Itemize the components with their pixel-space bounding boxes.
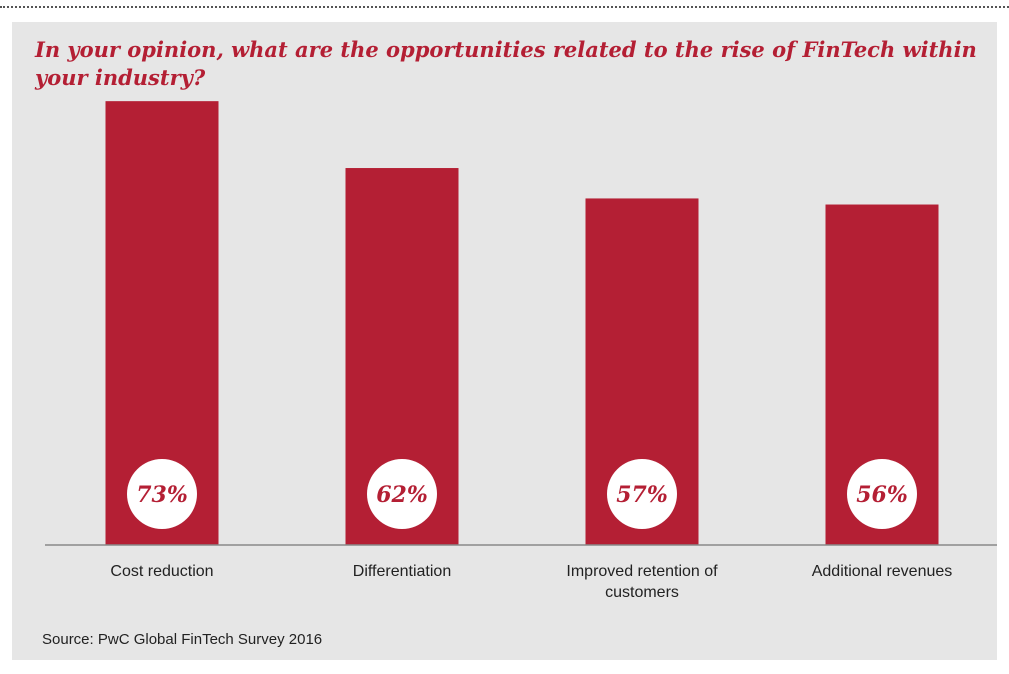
category-label-1: Cost reduction: [110, 563, 213, 580]
value-label-3: 57%: [616, 482, 668, 508]
source-note: Source: PwC Global FinTech Survey 2016: [42, 631, 323, 648]
value-label-4: 56%: [856, 482, 908, 508]
bar-chart: 73% 62% 57% 56% Cost reduction Differentiati…: [45, 101, 997, 601]
value-label-1: 73%: [136, 482, 188, 508]
category-label-3-line-1: Improved retention of: [566, 563, 718, 580]
dotted-divider: [0, 6, 1009, 8]
value-label-2: 62%: [376, 482, 428, 508]
value-badge-2: [367, 459, 437, 529]
chart-title: In your opinion, what are the opportunit…: [35, 37, 977, 90]
chart-panel: In your opinion, what are the opportunit…: [12, 22, 997, 660]
category-label-2: Differentiation: [353, 563, 451, 580]
value-badge-3: [607, 459, 677, 529]
value-badge-4: [847, 459, 917, 529]
value-badge-1: [127, 459, 197, 529]
category-label-4: Additional revenues: [812, 563, 953, 580]
category-label-3-line-2: customers: [605, 584, 679, 601]
